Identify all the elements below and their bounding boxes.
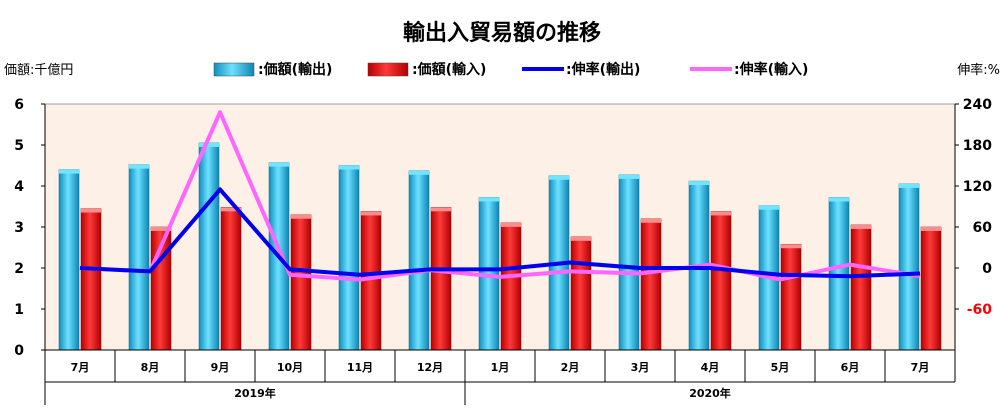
legend-label: :伸率(輸入): [734, 61, 808, 78]
legend-label: :伸率(輸出): [566, 61, 640, 78]
line-series: [79, 110, 921, 282]
right-tick-label: 180: [963, 138, 992, 154]
export-value-bar: [618, 174, 640, 351]
bar-top-cap: [759, 205, 779, 210]
bar-top-cap: [151, 227, 171, 231]
left-axis-unit: 価額:千億円: [4, 62, 73, 78]
export-value-bar: [338, 165, 360, 351]
chart-title: 輸出入貿易額の推移: [403, 20, 601, 46]
export-value-bar: [58, 169, 80, 351]
left-tick-label: 6: [14, 97, 24, 113]
bar-top-cap: [431, 207, 451, 212]
category-label: 4月: [701, 361, 720, 374]
legend-label: :価額(輸入): [412, 61, 486, 78]
right-axis-unit: 伸率:%: [957, 62, 1000, 78]
bar-top-cap: [81, 208, 101, 213]
right-tick-label: 0: [982, 261, 992, 277]
import-value-bar: [920, 226, 942, 351]
bar-top-cap: [781, 244, 801, 249]
left-axis: 0 1 2 3 4 5 6: [14, 97, 46, 359]
export-value-bar: [828, 197, 850, 351]
import-value-bar: [780, 243, 802, 351]
export-value-bar: [898, 183, 920, 351]
category-label: 3月: [631, 361, 650, 374]
import-value-bar: [220, 207, 242, 351]
category-axis: 7月 8月 9月 10月 11月 12月 1月 2月 3月 4月 5月 6月 7月 2019年 2020年: [44, 349, 956, 405]
category-label: 2月: [561, 361, 580, 374]
bar-top-cap: [129, 164, 149, 169]
bar-top-cap: [689, 181, 709, 186]
import-growth-line: [79, 110, 921, 282]
bar-top-cap: [641, 218, 661, 223]
bar-top-cap: [339, 165, 359, 170]
category-label: 7月: [71, 361, 90, 374]
import-value-bar: [290, 214, 312, 351]
category-label: 10月: [277, 361, 303, 374]
import-value-bar: [80, 208, 102, 351]
category-label: 12月: [417, 361, 443, 374]
bar-top-cap: [59, 169, 79, 174]
bar-top-cap: [479, 197, 499, 202]
left-tick-label: 5: [14, 138, 24, 154]
bar-top-cap: [899, 183, 919, 188]
export-value-bar: [198, 142, 220, 351]
category-label: 6月: [841, 361, 860, 374]
category-label: 1月: [491, 361, 510, 374]
bar-top-cap: [921, 227, 941, 231]
right-axis: -60 0 60 120 180 240: [954, 97, 993, 350]
export-value-bar: [128, 164, 150, 351]
right-tick-label: -60: [967, 302, 993, 318]
bar-top-cap: [829, 197, 849, 202]
bar-top-cap: [619, 174, 639, 179]
bar-top-cap: [571, 236, 591, 241]
category-label: 8月: [141, 361, 160, 374]
legend-label: :価額(輸出): [258, 61, 332, 78]
import-value-bar: [710, 211, 732, 351]
category-label: 11月: [347, 361, 373, 374]
right-tick-label: 240: [963, 97, 992, 113]
category-label: 9月: [211, 361, 230, 374]
export-growth-line: [79, 187, 921, 279]
export-value-bar: [408, 170, 430, 351]
year-label: 2020年: [689, 386, 731, 400]
left-tick-label: 3: [14, 220, 24, 236]
plot-area: [44, 103, 956, 351]
bar-top-cap: [361, 211, 381, 216]
bar-top-cap: [291, 214, 311, 219]
bar-top-cap: [221, 207, 241, 212]
category-label: 7月: [911, 361, 930, 374]
legend: :価額(輸出) :価額(輸入) :伸率(輸出) :伸率(輸入): [213, 61, 808, 78]
year-label: 2019年: [234, 386, 276, 400]
bar-top-cap: [851, 224, 871, 229]
right-tick-label: 60: [973, 220, 993, 236]
category-label: 5月: [771, 361, 790, 374]
bar-top-cap: [269, 162, 289, 167]
bar-top-cap: [409, 170, 429, 175]
import-value-bar: [640, 218, 662, 351]
import-value-bar: [500, 222, 522, 351]
left-tick-label: 1: [14, 302, 24, 318]
import-value-bar: [570, 236, 592, 351]
left-tick-label: 0: [14, 343, 24, 359]
legend-swatch: [213, 62, 255, 77]
bar-top-cap: [549, 175, 569, 180]
bar-top-cap: [199, 142, 219, 147]
bar-top-cap: [711, 211, 731, 216]
left-tick-label: 4: [14, 179, 24, 195]
bar-top-cap: [501, 222, 521, 227]
left-tick-label: 2: [14, 261, 24, 277]
import-value-bar: [430, 207, 452, 351]
import-value-bar: [850, 224, 872, 351]
legend-swatch: [367, 62, 409, 77]
right-tick-label: 120: [963, 179, 992, 195]
